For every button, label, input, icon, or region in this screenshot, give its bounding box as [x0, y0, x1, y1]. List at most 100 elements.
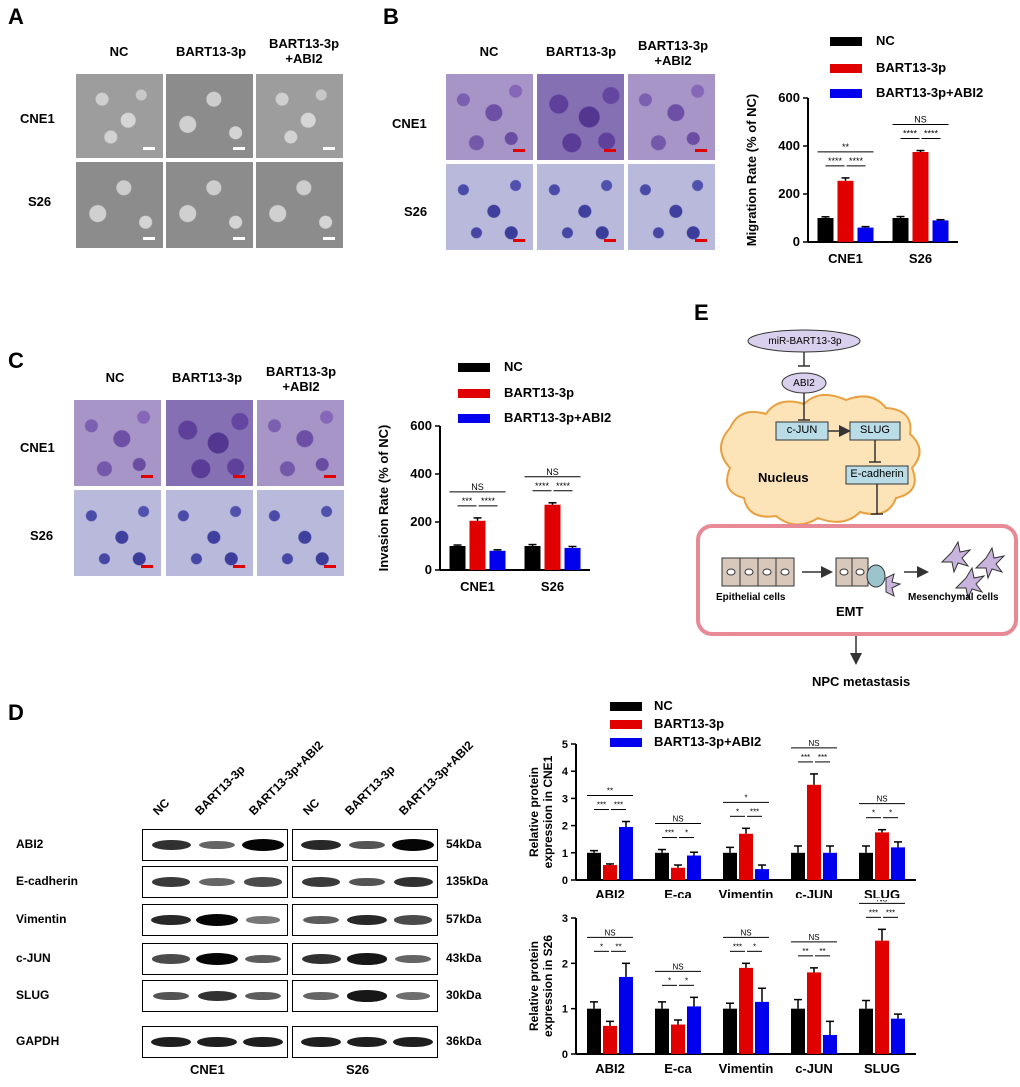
- x-tick-label: SLUG: [864, 887, 900, 898]
- blot-band: [300, 1036, 342, 1048]
- blot-protein-label: Vimentin: [16, 912, 67, 926]
- invasion-chart: 0 200 400 600 Invasion Rate (% of NC) CNE1 S26…: [376, 418, 590, 594]
- blot-band: [347, 914, 387, 926]
- emt-pathway-diagram: [696, 329, 1018, 665]
- protein-s26-chart: 0 1 2 3 Relative protein expression in S26 ABI…: [527, 900, 916, 1076]
- blot-band: [196, 914, 238, 926]
- significance-label: ***: [750, 807, 759, 816]
- significance-label: NS: [876, 795, 887, 804]
- blot-band: [301, 877, 341, 887]
- significance-label: ****: [556, 481, 571, 491]
- y-tick-label: 0: [562, 875, 568, 887]
- legend-swatch-bart-abi2: [610, 738, 642, 747]
- mir-label: miR-BART13-3p: [768, 336, 842, 347]
- micrograph: [446, 164, 533, 250]
- significance-label: ***: [886, 908, 895, 917]
- significance-label: NS: [471, 482, 484, 492]
- protein-cne1-chart: 0 1 2 3 4 5 Relative protein expression in CNE1…: [527, 739, 916, 898]
- nucleus-cloud: [720, 393, 921, 526]
- blot-band: [242, 1036, 284, 1048]
- significance-label: NS: [604, 928, 615, 937]
- blot-band: [196, 1036, 238, 1048]
- significance-label: NS: [672, 962, 683, 971]
- blot-strip: [292, 904, 438, 936]
- bar: [544, 504, 561, 570]
- migration-chart: 0 200 400 600 Migration Rate (% of NC) CNE1 S2…: [744, 90, 958, 266]
- significance-label: ***: [665, 829, 674, 838]
- blot-cell-label-cne1: CNE1: [190, 1062, 225, 1077]
- significance-label: *: [889, 809, 892, 818]
- bar: [823, 852, 837, 880]
- legend-label-bart: BART13-3p: [654, 716, 725, 731]
- blot-band: [152, 954, 190, 964]
- panel-letter-b: B: [383, 4, 399, 29]
- blot-band: [150, 1036, 192, 1048]
- bar: [449, 546, 466, 570]
- significance-label: *: [744, 793, 747, 802]
- legend-label-nc: NC: [504, 359, 523, 374]
- blot-kda-label: 54kDa: [446, 837, 482, 851]
- y-tick-label: 200: [778, 186, 800, 201]
- significance-label: ****: [535, 481, 550, 491]
- blot-band: [395, 992, 431, 1000]
- bar: [671, 1024, 685, 1054]
- blot-protein-label: E-cadherin: [16, 874, 79, 888]
- blot-band: [303, 915, 339, 925]
- y-tick-label: 400: [410, 466, 432, 481]
- blot-band: [348, 840, 386, 850]
- transitioning-cells-icon: [835, 557, 902, 597]
- micrograph: [256, 74, 343, 158]
- micrograph: [74, 490, 161, 576]
- y-tick-label: 600: [778, 90, 800, 105]
- bar: [823, 1034, 837, 1054]
- significance-label: *: [872, 809, 875, 818]
- blot-strip: [142, 1026, 288, 1058]
- significance-label: ****: [903, 129, 918, 139]
- y-tick-label: 3: [562, 913, 568, 925]
- micrograph: [257, 490, 344, 576]
- significance-label: NS: [876, 900, 887, 903]
- blot-band: [346, 990, 388, 1002]
- bar: [739, 967, 753, 1054]
- significance-label: NS: [672, 815, 683, 824]
- bar: [603, 1025, 617, 1054]
- blot-band: [245, 916, 281, 924]
- panel-letter-a: A: [8, 4, 24, 29]
- col-header-nc: NC: [105, 370, 125, 385]
- significance-label: ***: [733, 942, 742, 951]
- legend-swatch-bart: [458, 389, 490, 398]
- row-label-s26: S26: [28, 194, 52, 209]
- bar: [912, 152, 929, 242]
- significance-label: ****: [924, 129, 939, 139]
- blot-band: [392, 1036, 434, 1048]
- epithelial-cells-icon: [721, 557, 795, 587]
- x-tick-label: SLUG: [864, 1061, 900, 1076]
- significance-label: ***: [869, 908, 878, 917]
- blot-protein-label: c-JUN: [16, 951, 51, 965]
- x-tick-label: c-JUN: [795, 1061, 833, 1076]
- micrograph: [628, 74, 715, 160]
- blot-band: [346, 1036, 388, 1048]
- blot-protein-label: ABI2: [16, 837, 44, 851]
- panel-letter-c: C: [8, 348, 24, 373]
- y-tick-label: 3: [562, 793, 568, 805]
- blot-band: [242, 839, 284, 851]
- col-header-bart: BART13-3p: [175, 44, 247, 59]
- emt-label: EMT: [836, 604, 864, 619]
- col-header-nc: NC: [479, 44, 499, 59]
- blot-protein-label: SLUG: [16, 988, 50, 1002]
- panel-letter-e: E: [694, 300, 709, 325]
- x-tick-label: ABI2: [595, 887, 625, 898]
- y-tick-label: 1: [562, 848, 568, 860]
- nucleus-label: Nucleus: [758, 470, 809, 485]
- blot-cell-label-s26: S26: [346, 1062, 370, 1077]
- blot-strip: [292, 866, 438, 898]
- bar: [723, 852, 737, 880]
- micrograph: [628, 164, 715, 250]
- bar: [837, 180, 854, 242]
- y-axis-label: expression in CNE1: [541, 755, 555, 868]
- blot-band: [151, 914, 191, 926]
- bar: [791, 1008, 805, 1054]
- legend-label-bart-abi2: BART13-3p+ABI2: [876, 85, 984, 100]
- blot-band: [346, 953, 388, 965]
